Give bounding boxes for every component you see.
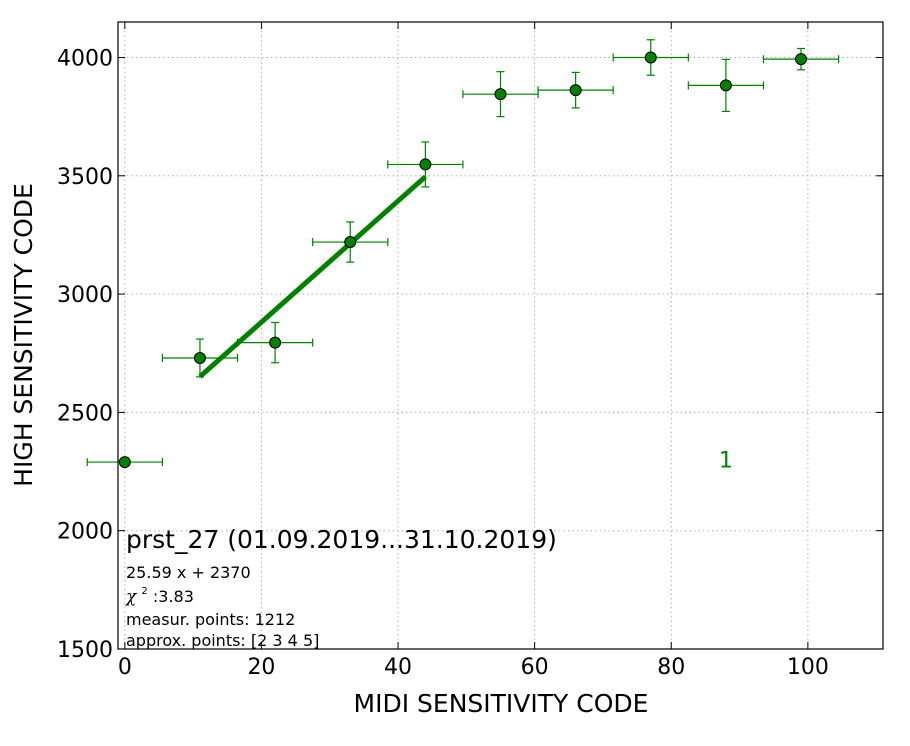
x-tick-label: 60 [521, 655, 549, 680]
data-point-group [236, 321, 314, 364]
approx-points: approx. points: [2 3 4 5] [126, 631, 319, 650]
data-point [118, 456, 131, 469]
data-point [719, 79, 732, 92]
data-point-group [537, 71, 614, 109]
data-point-group [687, 58, 765, 113]
x-tick-label: 40 [384, 655, 412, 680]
data-point [193, 351, 206, 364]
measur-points: measur. points: 1212 [126, 610, 295, 629]
data-point-group [312, 221, 389, 263]
data-point [494, 88, 507, 101]
y-tick-label: 2500 [57, 401, 113, 426]
chi-square-value: :3.83 [153, 587, 194, 606]
data-point [569, 84, 582, 97]
y-tick-label: 3000 [57, 283, 113, 308]
data-point [795, 53, 808, 66]
data-point-group [462, 71, 539, 118]
y-axis-label: HIGH SENSITIVITY CODE [9, 183, 38, 487]
fit-equation: 25.59 x + 2370 [126, 563, 251, 582]
data-point-group [387, 141, 464, 188]
data-point [344, 236, 357, 249]
y-tick-label: 3500 [57, 165, 113, 190]
y-tick-label: 2000 [57, 520, 113, 545]
x-tick-label: 100 [787, 655, 829, 680]
x-tick-label: 20 [247, 655, 275, 680]
y-tick-label: 1500 [57, 638, 113, 663]
x-axis-label: MIDI SENSITIVITY CODE [354, 689, 649, 718]
info-title: prst_27 (01.09.2019...31.10.2019) [126, 525, 557, 554]
chi-symbol: χ [125, 587, 138, 607]
data-point-group [86, 456, 163, 469]
data-point-group [161, 338, 239, 378]
tick-labels: 0 20 40 60 80 100 1500 2000 2500 3000 3500 4000 [57, 46, 829, 680]
data-point [419, 158, 432, 171]
marker-label: 1 [719, 449, 733, 474]
chi-superscript: 2 [141, 586, 147, 597]
grid [118, 22, 883, 649]
chi-square-line: χ 2 :3.83 [125, 579, 194, 607]
axis-ticks [118, 22, 883, 650]
data-points-layer [86, 39, 840, 469]
data-point [269, 336, 282, 349]
info-box: prst_27 (01.09.2019...31.10.2019) 25.59 … [125, 525, 557, 650]
x-tick-label: 80 [657, 655, 685, 680]
data-point-group [612, 39, 689, 76]
x-tick-label: 0 [118, 655, 132, 680]
y-tick-label: 4000 [57, 46, 113, 71]
plot-frame [117, 21, 884, 650]
data-point [644, 51, 657, 64]
data-point-group [762, 47, 840, 71]
